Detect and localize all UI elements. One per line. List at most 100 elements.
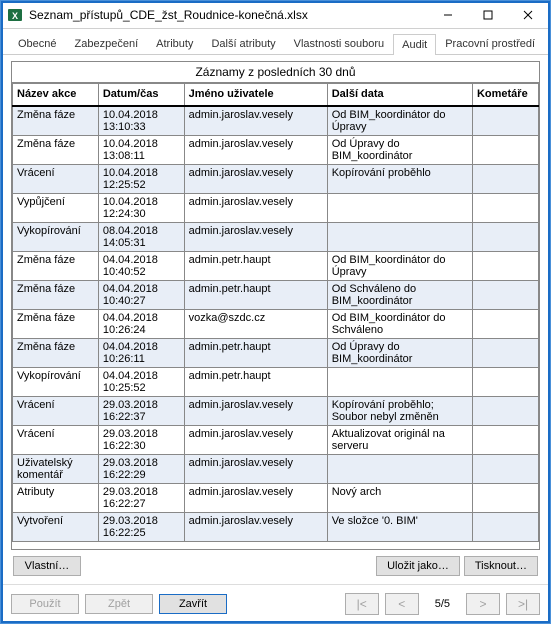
- tab-zabezpečení[interactable]: Zabezpečení: [66, 33, 148, 54]
- table-cell: [472, 483, 538, 512]
- window-controls: [428, 2, 548, 28]
- table-row[interactable]: Změna fáze10.04.2018 13:08:11admin.jaros…: [13, 135, 539, 164]
- table-cell: Změna fáze: [13, 338, 99, 367]
- table-cell: [327, 454, 472, 483]
- audit-table: Název akceDatum/časJméno uživateleDalší …: [12, 83, 539, 542]
- table-cell: admin.jaroslav.vesely: [184, 222, 327, 251]
- tab-obecné[interactable]: Obecné: [9, 33, 66, 54]
- tab-atributy[interactable]: Atributy: [147, 33, 202, 54]
- table-cell: [472, 512, 538, 541]
- table-row[interactable]: Změna fáze04.04.2018 10:26:24vozka@szdc.…: [13, 309, 539, 338]
- table-row[interactable]: Vykopírování04.04.2018 10:25:52admin.pet…: [13, 367, 539, 396]
- table-row[interactable]: Atributy29.03.2018 16:22:27admin.jarosla…: [13, 483, 539, 512]
- table-cell: Vrácení: [13, 425, 99, 454]
- table-row[interactable]: Změna fáze04.04.2018 10:26:11admin.petr.…: [13, 338, 539, 367]
- table-cell: Od BIM_koordinátor do Úpravy: [327, 251, 472, 280]
- table-cell: admin.petr.haupt: [184, 251, 327, 280]
- table-body: Změna fáze10.04.2018 13:10:33admin.jaros…: [13, 106, 539, 542]
- titlebar: X Seznam_přístupů_CDE_žst_Roudnice-koneč…: [1, 1, 550, 29]
- column-header[interactable]: Další data: [327, 84, 472, 106]
- table-row[interactable]: Vrácení29.03.2018 16:22:37admin.jaroslav…: [13, 396, 539, 425]
- table-cell: Změna fáze: [13, 280, 99, 309]
- table-row[interactable]: Změna fáze04.04.2018 10:40:52admin.petr.…: [13, 251, 539, 280]
- custom-button[interactable]: Vlastní…: [13, 556, 81, 576]
- window-title: Seznam_přístupů_CDE_žst_Roudnice-konečná…: [29, 8, 428, 22]
- table-row[interactable]: Změna fáze04.04.2018 10:40:27admin.petr.…: [13, 280, 539, 309]
- table-cell: 10.04.2018 12:25:52: [98, 164, 184, 193]
- table-cell: [472, 396, 538, 425]
- table-cell: Od Schváleno do BIM_koordinátor: [327, 280, 472, 309]
- table-cell: Vytvoření: [13, 512, 99, 541]
- table-cell: [327, 193, 472, 222]
- table-cell: Kopírování proběhlo: [327, 164, 472, 193]
- bottom-bar: Použít Zpět Zavřít |< < 5/5 > >|: [1, 584, 550, 623]
- pager-next-button[interactable]: >: [466, 593, 500, 615]
- svg-text:X: X: [12, 11, 18, 21]
- table-cell: Vrácení: [13, 164, 99, 193]
- table-row[interactable]: Vykopírování08.04.2018 14:05:31admin.jar…: [13, 222, 539, 251]
- pager-last-button[interactable]: >|: [506, 593, 540, 615]
- table-row[interactable]: Vytvoření29.03.2018 16:22:25admin.jarosl…: [13, 512, 539, 541]
- table-cell: Vypůjčení: [13, 193, 99, 222]
- table-cell: Od Úpravy do BIM_koordinátor: [327, 135, 472, 164]
- table-cell: 10.04.2018 13:08:11: [98, 135, 184, 164]
- table-cell: [472, 193, 538, 222]
- table-cell: admin.jaroslav.vesely: [184, 193, 327, 222]
- table-cell: [327, 367, 472, 396]
- table-cell: admin.jaroslav.vesely: [184, 106, 327, 136]
- table-row[interactable]: Vypůjčení10.04.2018 12:24:30admin.jarosl…: [13, 193, 539, 222]
- table-cell: [472, 251, 538, 280]
- pager-first-button[interactable]: |<: [345, 593, 379, 615]
- table-cell: [472, 309, 538, 338]
- table-cell: Od BIM_koordinátor do Úpravy: [327, 106, 472, 136]
- close-window-button[interactable]: [508, 2, 548, 28]
- table-cell: Kopírování proběhlo; Soubor nebyl změněn: [327, 396, 472, 425]
- table-cell: [472, 106, 538, 136]
- table-cell: Změna fáze: [13, 106, 99, 136]
- tab-další-atributy[interactable]: Další atributy: [202, 33, 284, 54]
- audit-panel: Záznamy z posledních 30 dnů Název akceDa…: [11, 61, 540, 550]
- table-cell: admin.petr.haupt: [184, 367, 327, 396]
- table-cell: 10.04.2018 13:10:33: [98, 106, 184, 136]
- column-header[interactable]: Datum/čas: [98, 84, 184, 106]
- print-button[interactable]: Tisknout…: [464, 556, 538, 576]
- table-cell: Změna fáze: [13, 135, 99, 164]
- table-cell: Od Úpravy do BIM_koordinátor: [327, 338, 472, 367]
- table-cell: Uživatelský komentář: [13, 454, 99, 483]
- close-button[interactable]: Zavřít: [159, 594, 227, 614]
- table-cell: [472, 135, 538, 164]
- table-cell: Vykopírování: [13, 367, 99, 396]
- maximize-button[interactable]: [468, 2, 508, 28]
- table-row[interactable]: Vrácení29.03.2018 16:22:30admin.jaroslav…: [13, 425, 539, 454]
- table-cell: [472, 425, 538, 454]
- table-cell: vozka@szdc.cz: [184, 309, 327, 338]
- minimize-button[interactable]: [428, 2, 468, 28]
- table-cell: Změna fáze: [13, 251, 99, 280]
- table-cell: admin.petr.haupt: [184, 338, 327, 367]
- save-as-button[interactable]: Uložit jako…: [376, 556, 460, 576]
- table-cell: 08.04.2018 14:05:31: [98, 222, 184, 251]
- table-row[interactable]: Vrácení10.04.2018 12:25:52admin.jaroslav…: [13, 164, 539, 193]
- table-cell: admin.jaroslav.vesely: [184, 396, 327, 425]
- table-cell: Aktualizovat originál na serveru: [327, 425, 472, 454]
- table-cell: admin.jaroslav.vesely: [184, 454, 327, 483]
- column-header[interactable]: Kometáře: [472, 84, 538, 106]
- tab-audit[interactable]: Audit: [393, 34, 436, 55]
- table-cell: 29.03.2018 16:22:25: [98, 512, 184, 541]
- table-cell: Od BIM_koordinátor do Schváleno: [327, 309, 472, 338]
- tab-vlastnosti-souboru[interactable]: Vlastnosti souboru: [285, 33, 394, 54]
- table-cell: admin.jaroslav.vesely: [184, 483, 327, 512]
- column-header[interactable]: Jméno uživatele: [184, 84, 327, 106]
- pager-prev-button[interactable]: <: [385, 593, 419, 615]
- column-header[interactable]: Název akce: [13, 84, 99, 106]
- table-row[interactable]: Změna fáze10.04.2018 13:10:33admin.jaros…: [13, 106, 539, 136]
- table-cell: admin.jaroslav.vesely: [184, 164, 327, 193]
- tab-pracovní-prostředí[interactable]: Pracovní prostředí: [436, 33, 544, 54]
- table-row[interactable]: Uživatelský komentář29.03.2018 16:22:29a…: [13, 454, 539, 483]
- audit-grid-scroll[interactable]: Název akceDatum/časJméno uživateleDalší …: [12, 83, 539, 549]
- table-cell: Atributy: [13, 483, 99, 512]
- content-area: Záznamy z posledních 30 dnů Název akceDa…: [1, 55, 550, 584]
- table-cell: [472, 164, 538, 193]
- apply-button[interactable]: Použít: [11, 594, 79, 614]
- back-button[interactable]: Zpět: [85, 594, 153, 614]
